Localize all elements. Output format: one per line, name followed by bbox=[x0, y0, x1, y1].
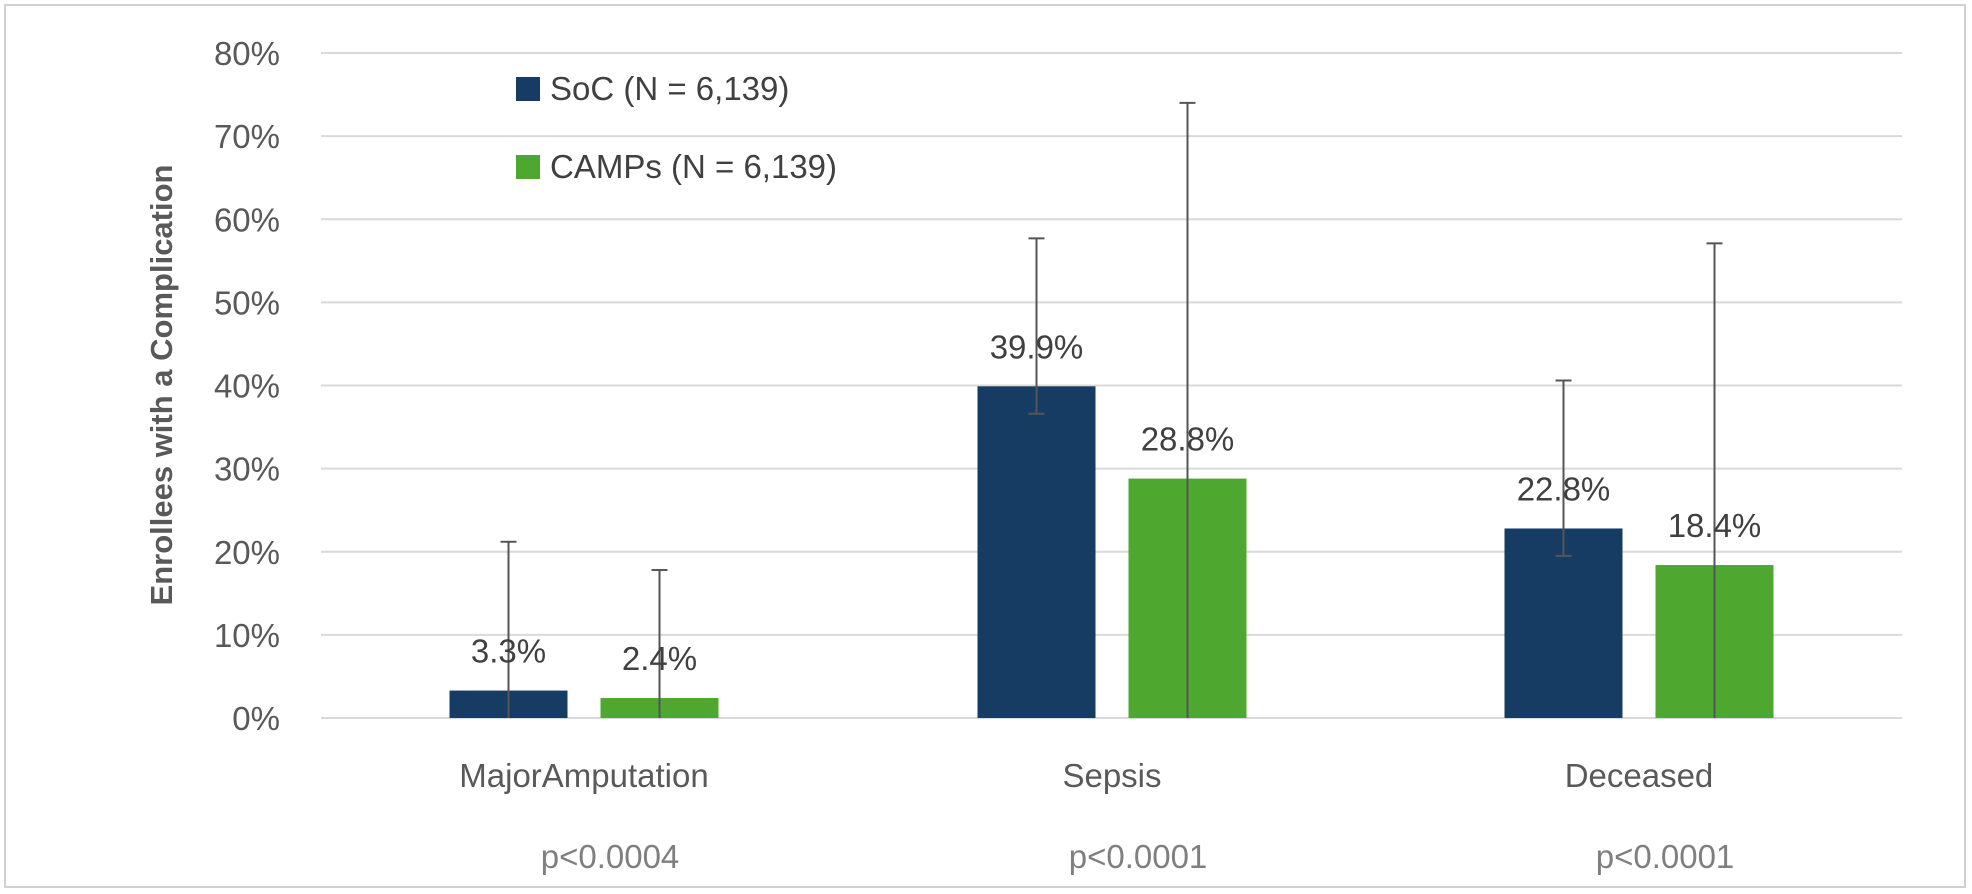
data-label: 2.4% bbox=[622, 640, 697, 677]
y-tick-labels: 0% 10% 20% 30% 40% 50% 60% 70% 80% bbox=[214, 35, 280, 737]
legend-swatch-camps bbox=[516, 155, 540, 179]
data-labels: 3.3% 2.4% 39.9% 28.8% 22.8% 18.4% bbox=[471, 328, 1761, 677]
bar-soc bbox=[1504, 528, 1623, 718]
x-tick-labels: MajorAmputation p<0.0004 Sepsis p<0.0001 Dec… bbox=[459, 757, 1734, 875]
x-category-label: Deceased bbox=[1565, 757, 1714, 794]
gridlines bbox=[321, 52, 1902, 719]
y-tick-label: 30% bbox=[214, 451, 280, 488]
data-label: 22.8% bbox=[1517, 470, 1611, 507]
data-label: 18.4% bbox=[1668, 507, 1762, 544]
data-label: 3.3% bbox=[471, 633, 546, 670]
y-tick-label: 20% bbox=[214, 534, 280, 571]
p-value-label: p<0.0001 bbox=[1596, 838, 1735, 875]
y-axis-label: Enrollees with a Complication bbox=[144, 165, 179, 606]
legend-label: CAMPs (N = 6,139) bbox=[550, 148, 837, 185]
data-label: 28.8% bbox=[1141, 421, 1235, 458]
y-tick-label: 60% bbox=[214, 201, 280, 238]
p-value-label: p<0.0004 bbox=[541, 838, 680, 875]
legend-label: SoC (N = 6,139) bbox=[550, 70, 789, 107]
x-category-label: MajorAmputation bbox=[459, 757, 708, 794]
y-tick-label: 40% bbox=[214, 368, 280, 405]
y-tick-label: 10% bbox=[214, 617, 280, 654]
y-tick-label: 70% bbox=[214, 118, 280, 155]
y-tick-label: 80% bbox=[214, 35, 280, 72]
x-category-label: Sepsis bbox=[1062, 757, 1161, 794]
legend-swatch-soc bbox=[516, 77, 540, 101]
p-value-label: p<0.0001 bbox=[1069, 838, 1208, 875]
y-tick-label: 0% bbox=[232, 700, 280, 737]
bar-soc bbox=[977, 386, 1096, 718]
legend: SoC (N = 6,139) CAMPs (N = 6,139) bbox=[516, 70, 837, 185]
bars bbox=[449, 386, 1774, 718]
data-label: 39.9% bbox=[990, 328, 1084, 365]
chart-frame bbox=[4, 4, 1966, 888]
y-tick-label: 50% bbox=[214, 284, 280, 321]
error-bars bbox=[500, 101, 1723, 718]
